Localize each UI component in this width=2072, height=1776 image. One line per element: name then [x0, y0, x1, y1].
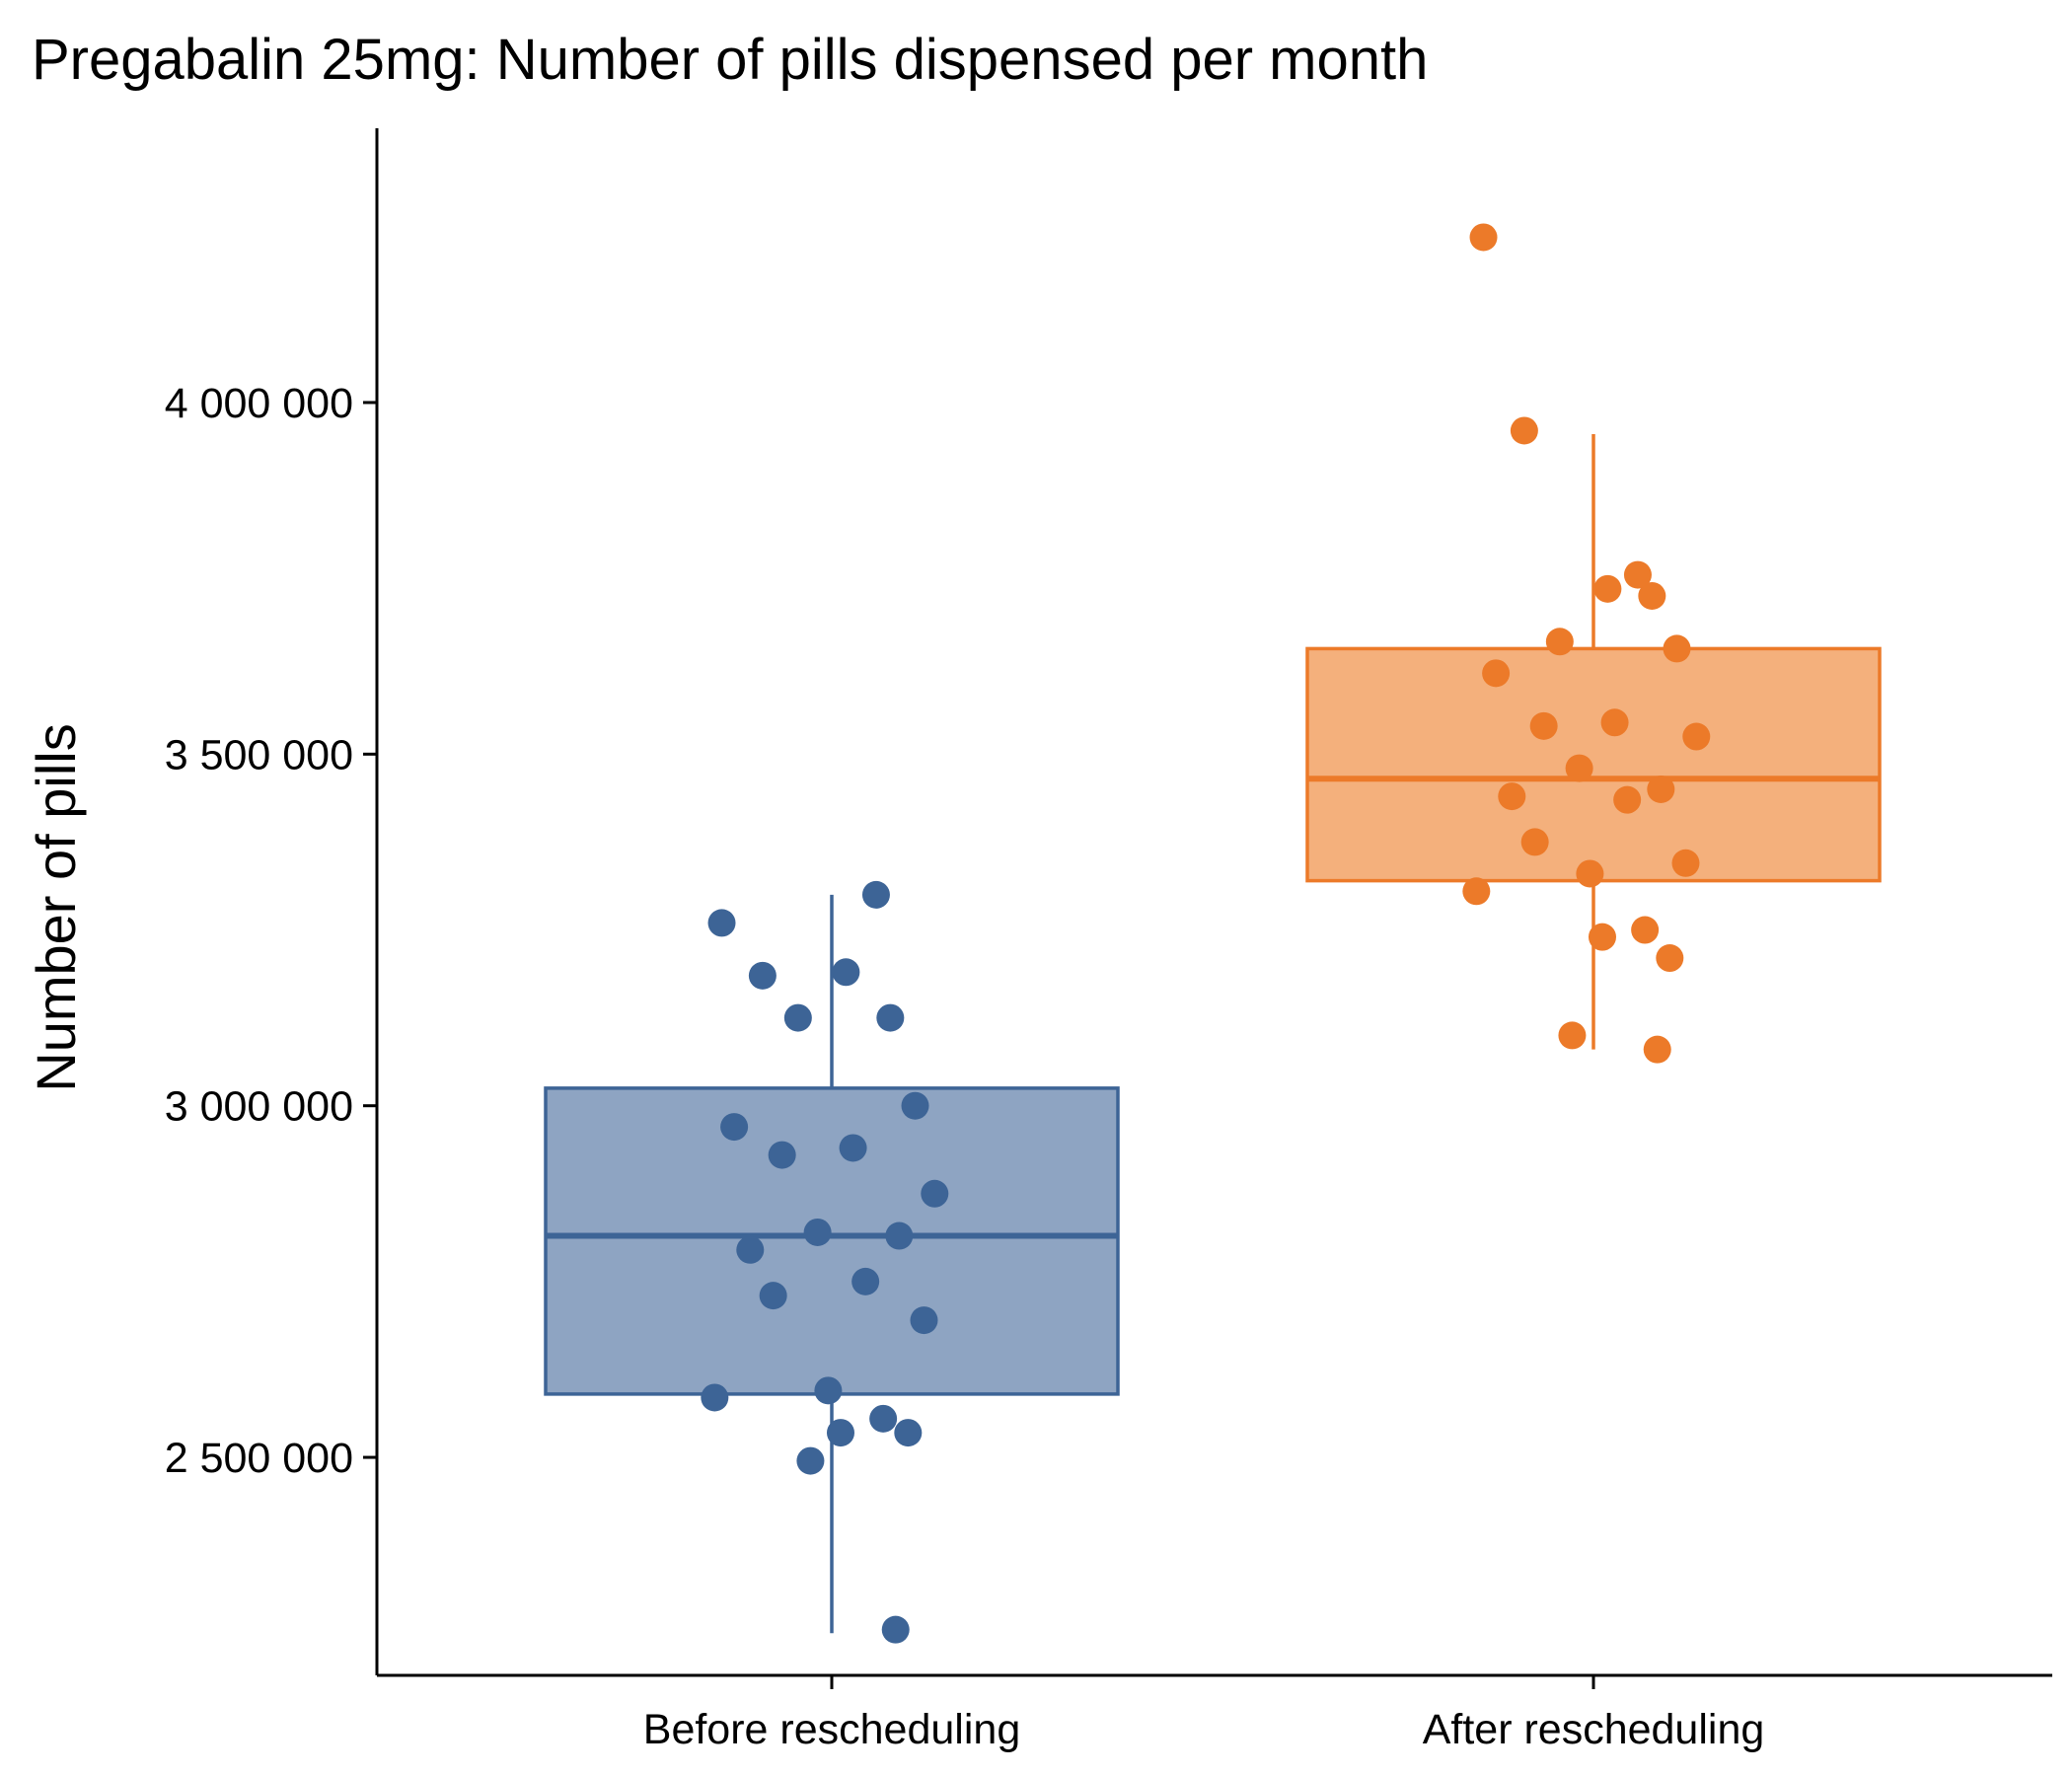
data-point	[894, 1419, 923, 1447]
x-tick-label: Before rescheduling	[643, 1706, 1020, 1753]
data-point	[748, 961, 777, 990]
data-point	[1545, 628, 1574, 656]
y-tick-label: 3 500 000	[165, 731, 353, 778]
data-point	[1638, 581, 1666, 610]
data-point	[885, 1221, 914, 1250]
data-point	[1631, 916, 1660, 944]
data-point	[707, 909, 736, 937]
data-point	[814, 1376, 843, 1405]
plot-area: 2 500 000 3 000 000 3 500 000 4 000 000 Befo…	[165, 128, 2052, 1753]
data-point	[832, 958, 860, 987]
data-point	[1462, 877, 1491, 906]
data-point	[1520, 828, 1549, 856]
data-point	[1643, 1035, 1671, 1064]
data-point	[701, 1383, 729, 1412]
data-point	[1656, 944, 1684, 973]
data-point	[1482, 659, 1511, 688]
box-iqr	[544, 1086, 1120, 1396]
data-point	[1576, 859, 1604, 888]
data-point	[759, 1282, 787, 1310]
chart-title: Pregabalin 25mg: Number of pills dispens…	[32, 28, 1428, 92]
y-tick-label: 3 000 000	[165, 1083, 353, 1131]
data-point	[1558, 1021, 1587, 1050]
data-point	[1600, 708, 1629, 737]
data-point	[1593, 574, 1622, 603]
data-point	[1682, 722, 1711, 751]
data-point	[1671, 849, 1700, 877]
box-iqr	[1305, 646, 1882, 883]
data-point	[1529, 711, 1558, 740]
data-point	[1498, 782, 1526, 811]
data-point	[1663, 634, 1691, 663]
data-point	[826, 1419, 854, 1447]
x-tick-label: After rescheduling	[1423, 1706, 1765, 1753]
data-point	[921, 1179, 949, 1208]
y-tick-label: 4 000 000	[165, 380, 353, 427]
data-point	[736, 1235, 765, 1264]
data-point	[720, 1113, 749, 1142]
data-point	[869, 1404, 898, 1433]
data-point	[1623, 560, 1652, 589]
data-point	[1647, 775, 1675, 803]
data-point	[1469, 223, 1498, 252]
data-point	[910, 1306, 938, 1335]
data-point	[861, 880, 890, 909]
data-point	[1588, 923, 1616, 951]
data-point	[1510, 416, 1538, 445]
y-axis-label: Number of pills	[25, 723, 87, 1091]
data-point	[901, 1091, 929, 1120]
data-point	[768, 1141, 796, 1169]
data-point	[796, 1446, 825, 1475]
data-point	[1565, 754, 1593, 782]
data-point	[1613, 785, 1642, 814]
data-point	[881, 1615, 910, 1644]
data-point	[783, 1003, 812, 1032]
data-point	[876, 1003, 905, 1032]
data-point	[851, 1267, 880, 1295]
y-tick-label: 2 500 000	[165, 1435, 353, 1482]
data-point	[839, 1134, 867, 1162]
data-point	[803, 1218, 832, 1246]
